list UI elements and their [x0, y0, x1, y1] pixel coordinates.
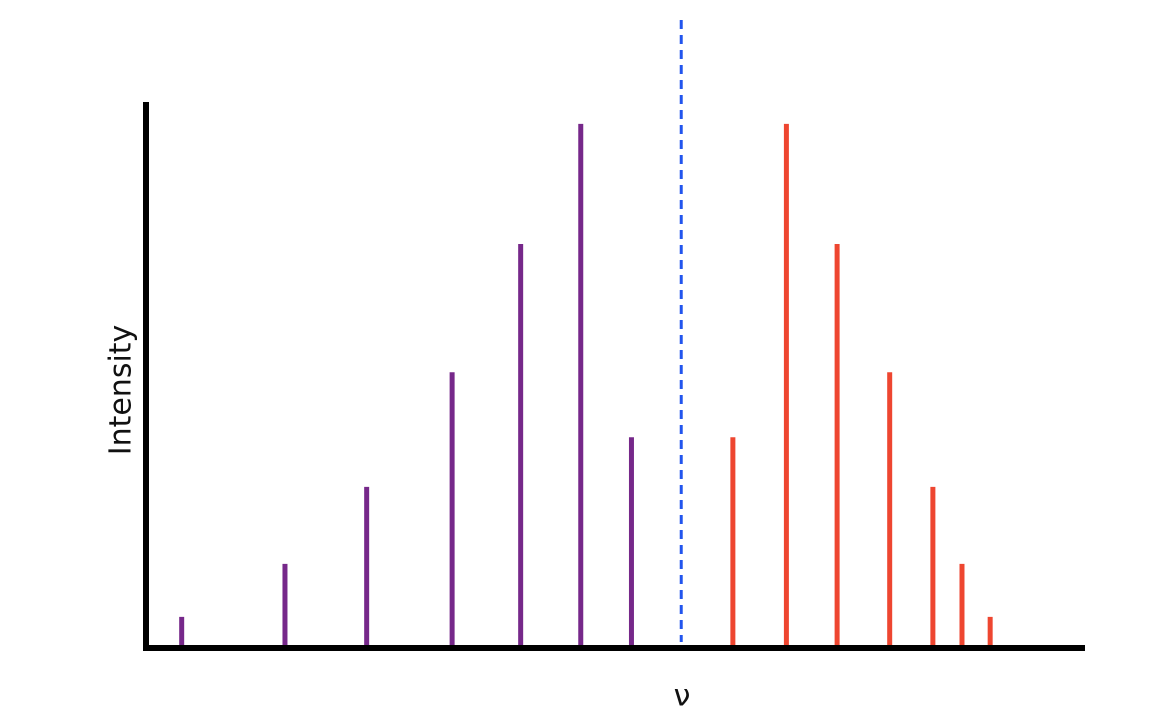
y-axis-label: Intensity [104, 325, 139, 456]
x-axis-label: ν [674, 679, 691, 714]
